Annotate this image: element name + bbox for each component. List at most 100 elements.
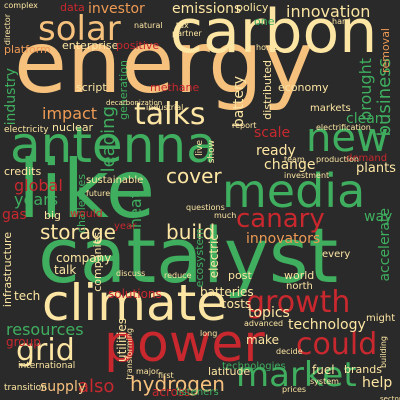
word-building: building [379, 336, 388, 369]
word-carbon: carbon [170, 0, 378, 67]
word-across: across [152, 385, 191, 399]
word-technologies: technologies [222, 361, 286, 372]
word-industrial: industrial [146, 103, 184, 112]
word-make: make [246, 333, 279, 347]
word-infrastructure: infrastructure [1, 232, 14, 308]
word-canary: canary [236, 204, 325, 234]
word-innovation: innovation [286, 2, 371, 21]
word-decide: decide [276, 347, 303, 356]
word-credits: credits [4, 165, 42, 178]
word-transition: transition [4, 383, 47, 393]
word-companies: companies [91, 232, 104, 292]
word-generation: generation [117, 60, 130, 120]
word-sectors: sectors [380, 395, 400, 400]
word-one: one [254, 15, 275, 28]
word-decarbonization: decarbonization [106, 99, 163, 107]
word-might: might [366, 313, 396, 324]
word-tech: tech [14, 289, 41, 303]
word-batteries: batteries [200, 285, 254, 299]
word-big: big [44, 209, 62, 222]
word-script: script [76, 81, 107, 94]
word-emissions: emissions [172, 1, 242, 17]
word-like: like [18, 143, 156, 236]
word-reduce: reduce [164, 271, 192, 280]
word-impact: impact [42, 104, 98, 123]
word-new: new [306, 115, 389, 161]
word-much: much [214, 211, 237, 220]
word-platform: platform [4, 43, 51, 56]
word-system: system [310, 377, 339, 386]
word-investment: investment [284, 171, 330, 180]
word-could: could [296, 327, 378, 362]
word-discuss: discuss [116, 269, 146, 278]
word-way: way [364, 209, 393, 225]
word-innovators: innovators [246, 231, 321, 247]
word-resources: resources [6, 320, 84, 339]
word-group: group [6, 335, 41, 349]
word-electrification: electrification [316, 123, 371, 132]
word-tax: tax [176, 21, 189, 30]
word-power: power [104, 314, 265, 374]
word-advanced: advanced [244, 319, 284, 328]
word-positive: positive [116, 39, 160, 52]
word-help: help [362, 375, 393, 391]
word-listeners: listeners [176, 387, 219, 398]
word-industry: industry [3, 68, 19, 126]
word-antenna: antenna [10, 116, 217, 174]
word-challenges: challenges [75, 174, 88, 234]
word-energy: energy [14, 13, 314, 113]
word-investor: investor [88, 1, 145, 17]
word-growth: growth [246, 285, 351, 320]
word-live: live [195, 140, 205, 156]
word-build: build [166, 220, 216, 244]
word-enterprise: enterprise [62, 39, 119, 52]
word-removal: removal [379, 28, 392, 73]
word-battery: battery [231, 76, 247, 128]
word-solutions: solutions [108, 287, 162, 301]
word-every: every [322, 249, 351, 260]
word-climate: climate [42, 274, 227, 332]
word-methane: methane [150, 81, 200, 94]
word-production: production [316, 155, 359, 164]
word-director: director [3, 14, 12, 46]
word-economy: economy [278, 81, 329, 94]
word-catalyst: catalyst [38, 211, 339, 300]
word-market: market [236, 355, 357, 395]
word-scale: scale [254, 125, 291, 141]
word-cover: cover [166, 164, 222, 188]
word-technology: technology [288, 317, 366, 333]
word-ready: ready [256, 143, 296, 159]
word-report: report [232, 121, 257, 130]
word-sustainable: sustainable [86, 175, 144, 186]
word-brands: brands [344, 363, 382, 376]
word-storage: storage [40, 220, 116, 244]
word-hydrogen: hydrogen [130, 372, 225, 396]
word-distributed: distributed [261, 60, 274, 120]
word-would: would [70, 207, 103, 220]
word-plants: plants [356, 161, 396, 176]
word-year: year [114, 221, 137, 232]
word-also: also [78, 376, 115, 397]
word-data: data [60, 1, 85, 14]
word-major: major [136, 367, 160, 376]
word-clean: clean [346, 111, 384, 127]
word-supply: supply [40, 379, 87, 395]
word-complex: complex [4, 1, 38, 10]
word-world: world [284, 269, 315, 282]
word-talk: talk [54, 263, 77, 277]
word-post: post [228, 269, 252, 282]
word-future: future [86, 189, 111, 198]
word-show: show [207, 140, 217, 164]
word-long: long [200, 329, 218, 338]
word-home: home [256, 43, 279, 52]
word-team: team [284, 155, 305, 164]
word-costs: costs [220, 297, 252, 311]
word-hard: hard [332, 17, 351, 26]
word-markets: markets [310, 103, 351, 114]
word-policy: policy [236, 1, 269, 14]
word-talks: talks [134, 97, 206, 132]
word-prices: prices [282, 385, 307, 394]
word-demand: demand [346, 153, 388, 164]
word-electric: electric [207, 234, 221, 279]
